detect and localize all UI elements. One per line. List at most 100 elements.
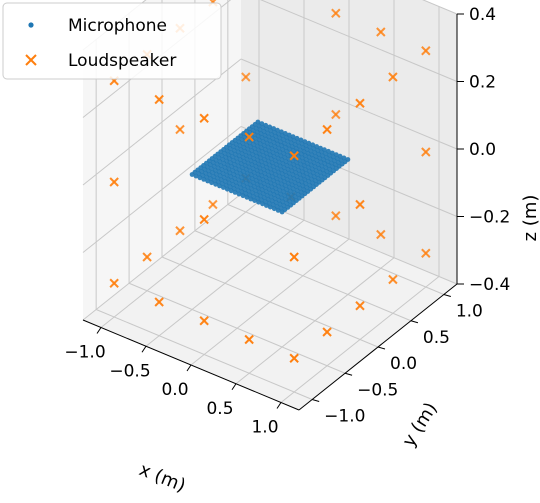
- gridlines: [82, 0, 458, 403]
- grid-line-z-back: [260, 0, 458, 82]
- microphone-point: [248, 196, 254, 202]
- y-tick-label: 0.5: [423, 328, 450, 348]
- loudspeaker-point-stroke: [109, 278, 119, 288]
- y-tick-label: −1.0: [324, 407, 365, 427]
- microphone-point: [240, 193, 246, 199]
- loudspeaker-point-stroke: [289, 151, 299, 161]
- microphone-point: [224, 186, 230, 192]
- loudspeaker-point: [289, 151, 299, 161]
- loudspeaker-point: [244, 334, 254, 345]
- loudspeaker-point-stroke: [175, 124, 185, 135]
- microphone-point: [205, 178, 211, 184]
- microphone-point: [244, 194, 250, 200]
- y-axis-label: y (m): [398, 399, 441, 451]
- z-tick-label: −0.2: [469, 208, 510, 228]
- legend-frame: [2, 2, 222, 80]
- x-tick-label: 0.5: [206, 399, 233, 419]
- loudspeaker-point-stroke: [109, 177, 119, 187]
- microphone-point: [275, 208, 281, 213]
- loudspeaker-point-stroke: [142, 252, 152, 262]
- loudspeaker-point-stroke: [289, 252, 299, 262]
- loudspeaker-point: [376, 27, 386, 37]
- loudspeaker-point: [355, 301, 365, 311]
- loudspeaker-point-stroke: [355, 199, 365, 210]
- z-tick-label: 0.4: [469, 5, 496, 25]
- loudspeaker-point-stroke: [241, 72, 251, 82]
- x-tick-mark: [141, 345, 147, 353]
- loudspeaker-point-stroke: [376, 229, 386, 240]
- microphone-point: [236, 191, 242, 197]
- loudspeaker-point-stroke: [175, 226, 185, 236]
- z-axis-label: z (m): [520, 195, 540, 242]
- loudspeaker-point-stroke: [208, 199, 218, 210]
- loudspeaker-point: [355, 98, 365, 108]
- loudspeaker-point-stroke: [388, 274, 398, 285]
- legend-label-loudspeaker: Loudspeaker: [68, 51, 176, 71]
- loudspeaker-point: [388, 274, 398, 285]
- grid-line-y-floor: [161, 256, 379, 348]
- axis-tick-labels: −1.0−0.50.00.51.0−1.0−0.50.00.51.0−0.4−0…: [64, 5, 510, 438]
- loudspeaker-point-stroke: [388, 72, 398, 82]
- z-tick-label: 0.0: [469, 140, 496, 160]
- loudspeaker-point: [421, 46, 431, 56]
- loudspeaker-point-stroke: [421, 248, 431, 258]
- microphone-point: [252, 198, 258, 204]
- microphone-point: [267, 204, 273, 210]
- grid-line-y-floor: [227, 204, 445, 295]
- x-tick-label: 0.0: [161, 380, 188, 400]
- loudspeaker-point-stroke: [199, 214, 209, 225]
- x-axis-label: x (m): [136, 459, 188, 496]
- grid-line-y-floor: [95, 309, 313, 400]
- grid-line-z-side: [82, 58, 242, 186]
- loudspeaker-point: [289, 353, 299, 363]
- loudspeaker-point: [109, 177, 119, 187]
- loudspeaker-point-stroke: [289, 353, 299, 363]
- loudspeaker-point: [154, 94, 164, 105]
- loudspeaker-point-stroke: [355, 301, 365, 311]
- microphone-point: [213, 181, 219, 187]
- y-tick-mark: [377, 346, 386, 350]
- loudspeaker-point: [331, 109, 341, 120]
- loudspeaker-point: [289, 252, 299, 262]
- loudspeaker-point: [142, 252, 152, 262]
- loudspeaker-point: [199, 113, 209, 123]
- legend: Microphone Loudspeaker: [2, 2, 222, 80]
- x-tick-mark: [231, 383, 237, 391]
- loudspeaker-point: [331, 211, 341, 221]
- microphone-point: [279, 209, 285, 215]
- microphone-point: [189, 172, 195, 177]
- y-tick-mark: [312, 399, 320, 402]
- loudspeaker-point-stroke: [331, 109, 341, 120]
- loudspeaker-point: [421, 147, 431, 157]
- grid-line-z-back: [240, 58, 458, 150]
- microphone-point: [221, 185, 226, 190]
- loudspeaker-point: [175, 124, 185, 135]
- data-points: [109, 0, 431, 363]
- y-tick-label: 0.0: [390, 354, 417, 374]
- loudspeaker-point: [109, 278, 119, 288]
- z-tick-label: 0.2: [469, 73, 496, 93]
- microphone-point: [260, 201, 265, 207]
- loudspeaker-point-stroke: [199, 316, 209, 326]
- x-tick-label: 1.0: [251, 418, 278, 438]
- loudspeaker-point-stroke: [154, 94, 164, 105]
- loudspeaker-point-stroke: [331, 8, 341, 18]
- loudspeaker-point-stroke: [421, 147, 431, 157]
- microphone-point: [271, 206, 277, 212]
- microphone-point: [201, 177, 207, 182]
- legend-marker-microphone: [28, 22, 34, 28]
- grid-line-z-side: [82, 193, 242, 321]
- y-tick-label: 1.0: [456, 302, 483, 322]
- x-tick-mark: [276, 402, 282, 409]
- microphone-point: [256, 199, 261, 205]
- y-tick-mark: [344, 372, 353, 376]
- loudspeaker-point: [241, 72, 251, 82]
- loudspeaker-point-stroke: [421, 46, 431, 56]
- z-tick-label: −0.4: [469, 275, 510, 295]
- loudspeaker-point: [388, 72, 398, 82]
- loudspeaker-point-stroke: [244, 132, 254, 142]
- loudspeaker-point: [208, 199, 218, 210]
- microphone-point: [228, 188, 234, 194]
- loudspeaker-point: [244, 132, 254, 142]
